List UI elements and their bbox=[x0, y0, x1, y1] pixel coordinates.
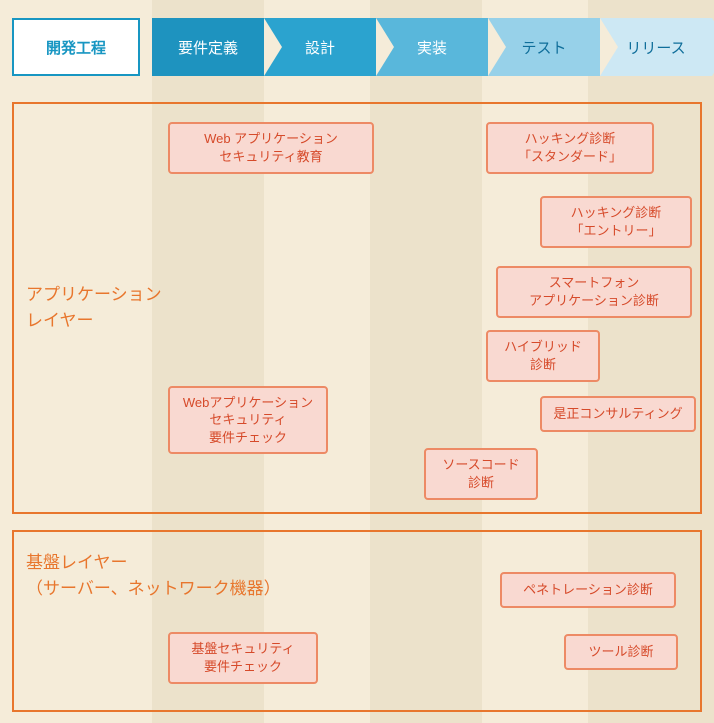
diagram-canvas: 開発工程 要件定義 設計 実装 テスト リリース アプリケーション レイヤー 基… bbox=[0, 0, 714, 723]
header-row: 開発工程 要件定義 設計 実装 テスト リリース bbox=[12, 18, 702, 76]
dev-stage-label: 開発工程 bbox=[12, 18, 140, 76]
stage-design: 設計 bbox=[264, 18, 376, 76]
svc-infra-req: 基盤セキュリティ 要件チェック bbox=[168, 632, 318, 684]
stage-release: リリース bbox=[600, 18, 712, 76]
svc-pentest: ペネトレーション診断 bbox=[500, 572, 676, 608]
stage-impl: 実装 bbox=[376, 18, 488, 76]
infra-layer-title: 基盤レイヤー （サーバー、ネットワーク機器） bbox=[26, 550, 281, 601]
svc-sp-app: スマートフォン アプリケーション診断 bbox=[496, 266, 692, 318]
stage-test: テスト bbox=[488, 18, 600, 76]
svc-web-req: Webアプリケーション セキュリティ 要件チェック bbox=[168, 386, 328, 454]
svc-web-edu: Web アプリケーション セキュリティ教育 bbox=[168, 122, 374, 174]
app-layer-title: アプリケーション レイヤー bbox=[26, 282, 162, 333]
svc-tool: ツール診断 bbox=[564, 634, 678, 670]
svc-hack-std: ハッキング診断 「スタンダード」 bbox=[486, 122, 654, 174]
svc-remediation: 是正コンサルティング bbox=[540, 396, 696, 432]
svc-src-code: ソースコード 診断 bbox=[424, 448, 538, 500]
stage-requirements: 要件定義 bbox=[152, 18, 264, 76]
svc-hack-entry: ハッキング診断 「エントリー」 bbox=[540, 196, 692, 248]
svc-hybrid: ハイブリッド 診断 bbox=[486, 330, 600, 382]
